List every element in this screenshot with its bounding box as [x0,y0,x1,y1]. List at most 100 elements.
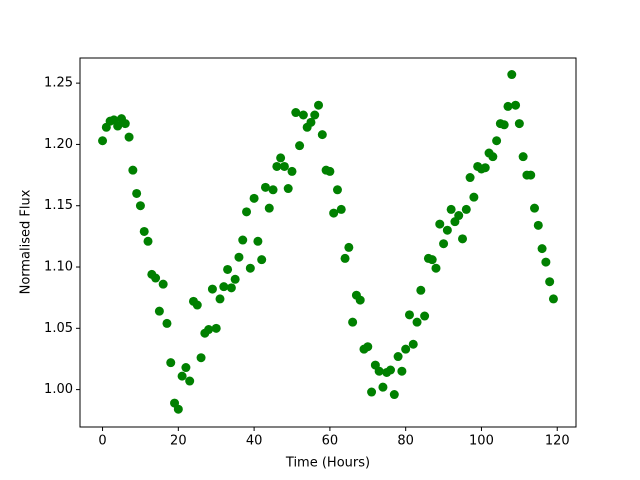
y-tick-label: 1.00 [44,382,73,397]
point [253,236,263,246]
point [276,153,286,163]
point [427,255,437,265]
point [492,136,502,146]
point [541,257,551,267]
point [264,203,274,213]
point [226,283,236,293]
point [306,117,316,127]
point [283,184,293,194]
point [128,165,138,175]
point [113,121,123,131]
point [404,310,414,320]
point [332,185,342,195]
point [291,108,301,118]
point [124,132,134,142]
point [249,193,259,203]
point [196,353,206,363]
point [120,119,130,129]
point [488,152,498,162]
x-axis-label: Time (Hours) [285,456,370,471]
point [530,203,540,213]
point [393,352,403,362]
point [386,365,396,375]
point [537,244,547,254]
point [310,110,320,120]
point [355,295,365,305]
x-tick-label: 80 [397,434,414,449]
point [378,382,388,392]
point [439,239,449,249]
point [223,264,233,274]
point [314,100,324,110]
point [461,204,471,214]
point [401,344,411,354]
point [503,101,513,111]
x-tick-label: 0 [98,434,106,449]
point [154,306,164,316]
point [192,300,202,310]
point [215,294,225,304]
point [325,166,335,176]
point [336,204,346,214]
x-tick-label: 60 [322,434,339,449]
point [458,234,468,244]
point [177,371,187,381]
point [480,163,490,173]
x-tick-label: 40 [246,434,263,449]
point [340,253,350,263]
point [298,110,308,120]
axes-frame [79,57,577,428]
point [507,70,517,80]
point [295,141,305,151]
point [166,358,176,368]
point [143,236,153,246]
point [545,277,555,287]
point [526,170,536,180]
point [260,182,270,192]
point [238,235,248,245]
point [257,255,267,265]
point [363,342,373,352]
point [132,188,142,198]
point [416,285,426,295]
point [317,130,327,140]
point [435,219,445,229]
point [367,387,377,397]
point [499,120,509,130]
point [245,263,255,273]
y-tick-label: 1.15 [44,198,73,213]
point [173,404,183,414]
point [185,376,195,386]
x-tick-label: 120 [545,434,570,449]
point [548,294,558,304]
point [230,274,240,284]
point [465,173,475,183]
point [389,390,399,400]
point [511,100,521,110]
point [446,204,456,214]
point [242,207,252,217]
point [329,208,339,218]
point [211,323,221,333]
y-tick-label: 1.20 [44,137,73,152]
y-tick-label: 1.05 [44,321,73,336]
point [533,220,543,230]
point [219,282,229,292]
point [442,225,452,235]
point [454,211,464,221]
point [151,273,161,283]
point [139,226,149,236]
point [412,317,422,327]
y-tick-label: 1.25 [44,76,73,91]
point [431,263,441,273]
point [181,363,191,373]
point [348,317,358,327]
point [469,192,479,202]
point [287,166,297,176]
x-tick-label: 20 [170,434,187,449]
point [207,284,217,294]
y-axis-label: Normalised Flux [19,189,34,294]
point [514,119,524,129]
